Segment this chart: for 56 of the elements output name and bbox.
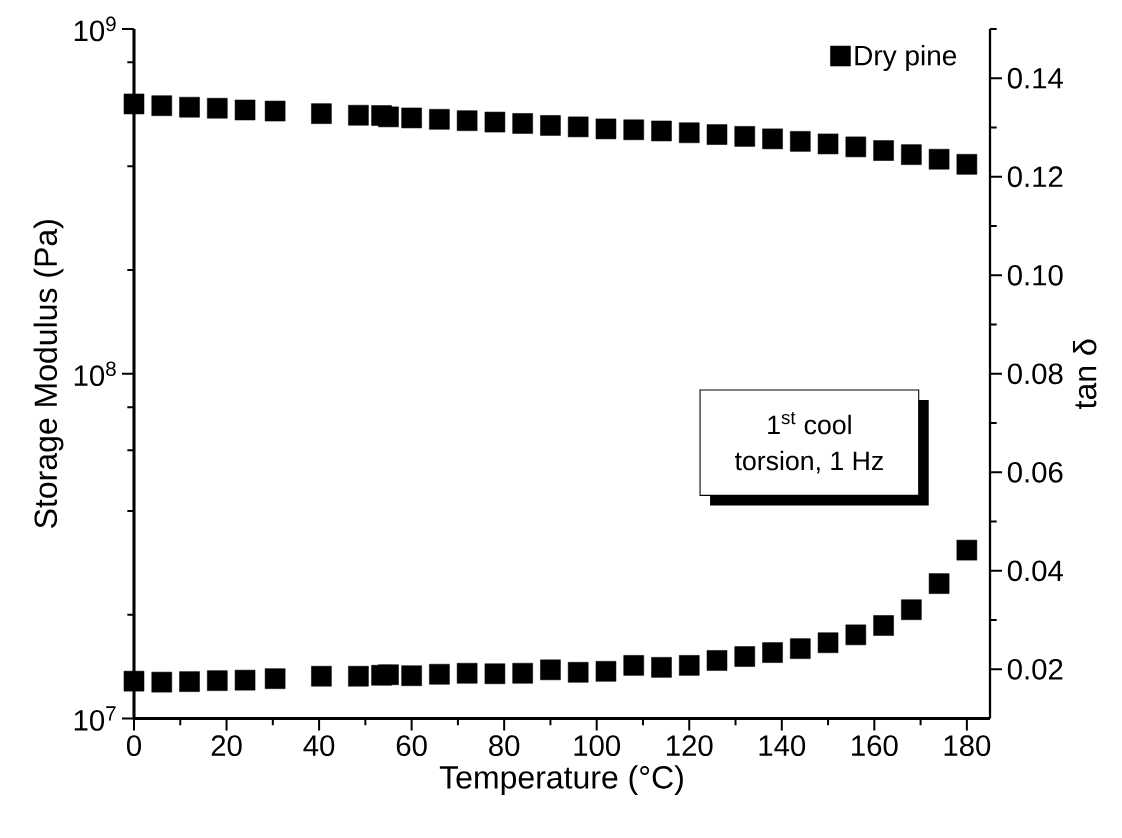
point xyxy=(207,97,228,119)
point xyxy=(348,104,369,126)
x-tick-label: 120 xyxy=(667,735,713,757)
annotation: torsion, 1 Hz xyxy=(734,450,883,474)
y2-tick-label: 0.02 xyxy=(1007,658,1063,680)
y2-tick-label: 0.14 xyxy=(1007,67,1063,89)
point xyxy=(540,115,561,136)
x-tick-label: 0 xyxy=(127,735,142,757)
point xyxy=(790,131,811,152)
point xyxy=(956,154,978,175)
y-tick-label: 10$^{9}$ xyxy=(74,16,116,42)
x-tick-label: 140 xyxy=(759,735,806,757)
point xyxy=(567,116,589,138)
y2-tick-label: 0.06 xyxy=(1007,461,1063,483)
y2-tick-label: 0.10 xyxy=(1007,264,1063,286)
y2-axis-title: tan δ xyxy=(1072,339,1097,409)
point xyxy=(484,111,506,133)
point xyxy=(734,126,756,147)
point xyxy=(401,107,422,129)
point xyxy=(901,144,922,165)
y2-tick-label: 0.12 xyxy=(1007,166,1063,188)
point xyxy=(651,120,672,142)
y-tick-label: 10$^{7}$ xyxy=(74,706,116,731)
y2-tick-label: 0.08 xyxy=(1007,363,1063,385)
x-tick-label: 160 xyxy=(852,735,898,757)
point xyxy=(873,140,894,161)
y2-tick-label: 0.04 xyxy=(1007,560,1063,582)
x-tick-label: 100 xyxy=(574,735,621,757)
x-tick-label: 180 xyxy=(944,735,991,757)
point xyxy=(311,103,332,124)
x-axis-title: Temperature (°C) xyxy=(439,765,683,796)
y-axis-title: Storage Modulus (Pa) xyxy=(33,220,64,528)
y-tick-label: 10$^{8}$ xyxy=(74,361,116,387)
point xyxy=(706,124,728,145)
point xyxy=(378,106,399,128)
point xyxy=(179,96,200,118)
annotation: 1$^{st}$ cool xyxy=(768,411,851,435)
x-tick-label: 80 xyxy=(489,735,520,757)
x-tick-label: 20 xyxy=(211,735,242,757)
point xyxy=(845,136,867,158)
point xyxy=(512,113,533,134)
point xyxy=(678,122,700,144)
point xyxy=(123,93,145,115)
point xyxy=(928,148,950,170)
point xyxy=(264,100,286,122)
x-tick-label: 40 xyxy=(303,735,335,757)
point xyxy=(817,133,839,155)
point xyxy=(429,109,450,130)
point xyxy=(456,110,478,131)
point xyxy=(595,118,617,140)
point xyxy=(762,128,783,150)
point xyxy=(234,99,256,121)
x-tick-label: 60 xyxy=(396,735,427,757)
point xyxy=(623,119,644,141)
legend-label: Dry pine xyxy=(855,44,957,71)
point xyxy=(151,95,173,116)
